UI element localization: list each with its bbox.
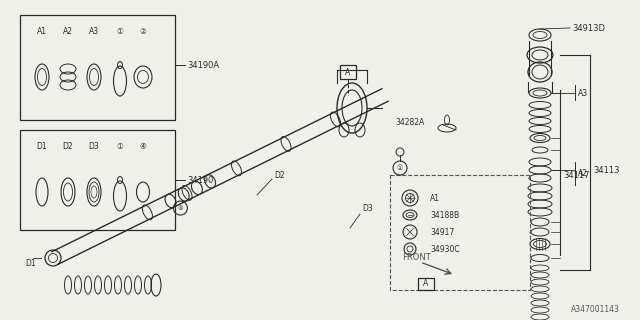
Bar: [340, 65, 356, 79]
Text: A3: A3: [89, 27, 99, 36]
Text: ①: ①: [116, 141, 124, 150]
Text: 34930C: 34930C: [430, 244, 460, 253]
Text: 34188B: 34188B: [430, 211, 459, 220]
Text: D1: D1: [36, 141, 47, 150]
Text: D1: D1: [25, 259, 36, 268]
Text: D2: D2: [63, 141, 74, 150]
Text: D3: D3: [88, 141, 99, 150]
Text: 34190A: 34190A: [187, 60, 219, 69]
Text: A2: A2: [63, 27, 73, 36]
Text: A347001143: A347001143: [571, 306, 620, 315]
Text: A1: A1: [430, 194, 440, 203]
Text: ④: ④: [140, 141, 147, 150]
Text: 34913D: 34913D: [572, 23, 605, 33]
Text: A3: A3: [578, 89, 588, 98]
Text: D3: D3: [362, 204, 372, 212]
Text: 34282A: 34282A: [395, 117, 424, 126]
Text: A2: A2: [578, 169, 588, 178]
Text: ①: ①: [116, 27, 124, 36]
Text: D2: D2: [274, 171, 285, 180]
Text: A1: A1: [37, 27, 47, 36]
Text: ④: ④: [177, 205, 183, 211]
Text: A: A: [346, 68, 351, 76]
Bar: [20, 15, 175, 120]
Bar: [418, 278, 434, 290]
Text: ②: ②: [140, 27, 147, 36]
Text: 34917: 34917: [430, 228, 454, 236]
Text: FRONT: FRONT: [402, 253, 431, 262]
Text: 34113: 34113: [593, 165, 620, 174]
Text: 34190: 34190: [187, 175, 213, 185]
Text: ①: ①: [397, 165, 403, 171]
Text: A: A: [424, 279, 429, 289]
Bar: [20, 130, 175, 230]
Text: 34117: 34117: [563, 171, 589, 180]
